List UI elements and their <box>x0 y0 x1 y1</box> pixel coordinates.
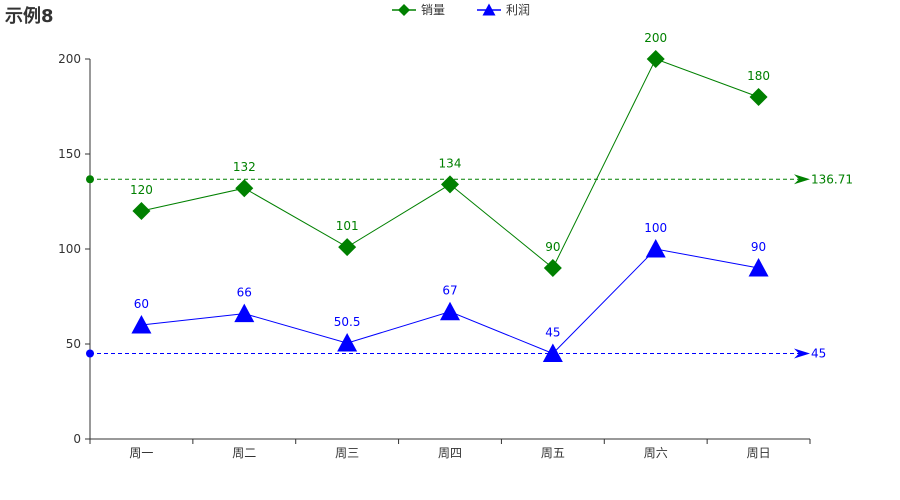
data-label: 67 <box>442 284 457 298</box>
average-start-dot <box>86 175 94 184</box>
data-label: 66 <box>237 286 252 300</box>
data-label: 90 <box>751 240 766 254</box>
x-tick-label: 周二 <box>232 446 256 460</box>
x-tick-label: 周五 <box>541 446 565 460</box>
average-start-dot <box>86 349 94 358</box>
data-point-diamond[interactable] <box>749 88 768 106</box>
average-label: 136.71 <box>811 172 853 186</box>
x-tick-label: 周四 <box>438 446 462 460</box>
data-point-diamond[interactable] <box>543 259 562 277</box>
data-point-diamond[interactable] <box>646 50 665 68</box>
data-point-triangle[interactable] <box>131 315 152 334</box>
data-label: 60 <box>134 297 149 311</box>
data-label: 200 <box>644 31 667 45</box>
data-label: 120 <box>130 183 153 197</box>
data-point-triangle[interactable] <box>542 343 563 363</box>
data-label: 90 <box>545 240 560 254</box>
legend-label[interactable]: 利润 <box>506 3 530 17</box>
x-tick-label: 周一 <box>129 446 153 460</box>
data-label: 100 <box>644 221 667 235</box>
data-label: 132 <box>233 160 256 174</box>
data-point-diamond[interactable] <box>235 179 254 198</box>
data-point-diamond[interactable] <box>338 238 357 257</box>
data-point-triangle[interactable] <box>234 303 255 323</box>
y-tick-label: 50 <box>66 337 81 351</box>
data-point-triangle[interactable] <box>337 333 358 352</box>
x-tick-label: 周六 <box>644 446 668 460</box>
legend-triangle-icon[interactable] <box>482 3 496 16</box>
data-label: 134 <box>439 156 462 170</box>
average-label: 45 <box>811 347 826 361</box>
legend-label[interactable]: 销量 <box>421 3 445 17</box>
data-label: 50.5 <box>334 315 361 329</box>
data-label: 180 <box>747 69 770 83</box>
x-tick-label: 周三 <box>335 446 359 460</box>
x-tick-label: 周日 <box>747 446 771 460</box>
y-tick-label: 200 <box>58 52 81 66</box>
data-point-diamond[interactable] <box>441 175 459 194</box>
series-line <box>141 248 759 355</box>
average-arrow-icon <box>794 348 810 359</box>
chart-title: 示例8 <box>5 6 54 27</box>
y-tick-label: 0 <box>73 432 81 446</box>
data-point-triangle[interactable] <box>645 239 666 258</box>
y-tick-label: 100 <box>58 242 81 256</box>
y-tick-label: 150 <box>58 147 81 161</box>
data-point-triangle[interactable] <box>748 258 769 277</box>
data-point-diamond[interactable] <box>132 202 151 220</box>
data-point-triangle[interactable] <box>440 301 460 321</box>
legend-diamond-icon[interactable] <box>398 4 410 16</box>
data-label: 45 <box>545 326 560 340</box>
average-arrow-icon <box>794 174 810 185</box>
data-label: 101 <box>336 219 359 233</box>
